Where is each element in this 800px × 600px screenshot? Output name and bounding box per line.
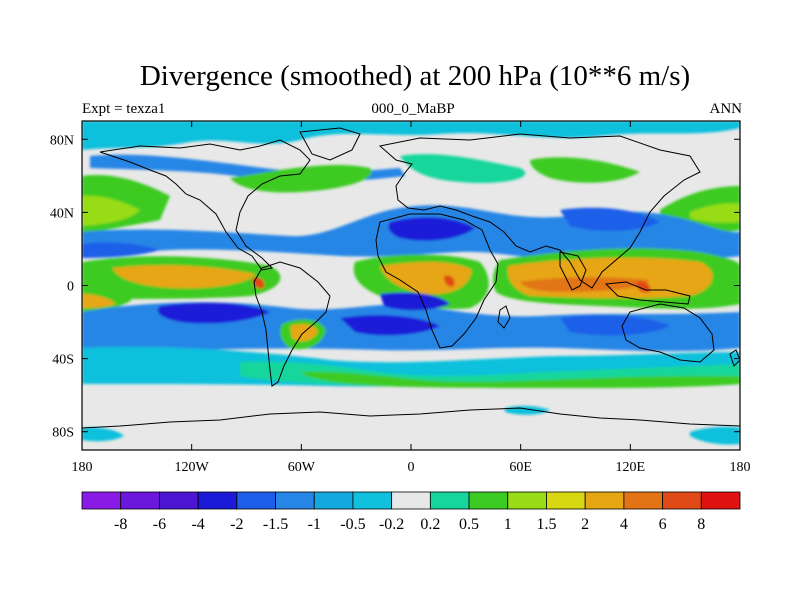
field-eq-red-africa bbox=[444, 275, 455, 287]
colorbar-swatch bbox=[546, 491, 586, 510]
colorbar-label: 2 bbox=[581, 516, 589, 533]
field-north-yellow-5 bbox=[690, 203, 740, 223]
field-eq-orange-west bbox=[112, 265, 255, 289]
coast-new-zealand bbox=[729, 349, 740, 367]
lon-tick-label: 0 bbox=[408, 460, 415, 475]
colorbar-label: 4 bbox=[620, 516, 628, 533]
experiment-label: Expt = texza1 bbox=[82, 101, 166, 117]
lon-tick-label: 120E bbox=[616, 460, 646, 475]
field-eq-orange-africa bbox=[380, 261, 472, 295]
field-south-deep-blue-1 bbox=[157, 302, 270, 324]
field-north-deep-blue-2 bbox=[560, 207, 660, 231]
map-plot-area bbox=[82, 121, 740, 450]
coast-antarctica bbox=[82, 407, 740, 429]
colorbar-swatch bbox=[391, 491, 431, 510]
field-north-deep-blue-3 bbox=[82, 242, 160, 258]
colorbar-swatch bbox=[429, 491, 470, 510]
colorbar-label: -0.2 bbox=[379, 516, 404, 533]
contour-fields bbox=[82, 121, 740, 445]
longitude-axis: 180 120W 60W 0 60E 120E 180 bbox=[72, 121, 751, 475]
lon-tick-label: 180 bbox=[730, 460, 751, 475]
colorbar-swatch bbox=[81, 491, 122, 510]
colorbar-label: -1 bbox=[308, 516, 321, 533]
coast-north-america bbox=[99, 139, 311, 271]
field-south-deep-blue-3 bbox=[340, 315, 440, 336]
coast-eurasia bbox=[378, 133, 701, 289]
colorbar-label: 0.2 bbox=[420, 516, 440, 533]
coast-australia bbox=[621, 303, 715, 363]
colorbar-label: 0.5 bbox=[459, 516, 479, 533]
lat-tick-label: 40N bbox=[50, 206, 74, 221]
coast-indonesia bbox=[604, 281, 691, 305]
field-south-polar-cyan-3 bbox=[82, 427, 124, 442]
season-label: ANN bbox=[709, 101, 743, 117]
field-south-polar-cyan-2 bbox=[690, 426, 740, 445]
colorbar-swatch bbox=[197, 491, 238, 510]
colorbar-label: -1.5 bbox=[263, 516, 288, 533]
field-south-deep-blue-2 bbox=[380, 292, 450, 311]
coast-madagascar bbox=[497, 305, 511, 329]
latitude-axis: 80N 40N 0 40S 80S bbox=[50, 133, 740, 441]
colorbar-swatch bbox=[275, 491, 315, 510]
lat-tick-label: 0 bbox=[67, 280, 74, 295]
colorbar-label: 1.5 bbox=[536, 516, 556, 533]
colorbar-label: -8 bbox=[114, 516, 127, 533]
coastlines bbox=[82, 127, 740, 429]
colorbar-swatch bbox=[507, 491, 547, 510]
colorbar-label: -0.5 bbox=[340, 516, 365, 533]
lon-tick-label: 180 bbox=[72, 460, 93, 475]
field-north-green-3 bbox=[400, 154, 526, 184]
colorbar-swatch bbox=[159, 491, 199, 510]
field-north-yellow-1 bbox=[82, 195, 140, 226]
colorbar-label: -2 bbox=[230, 516, 243, 533]
colorbar-label: 8 bbox=[697, 516, 705, 533]
colorbar-label: 6 bbox=[659, 516, 667, 533]
field-north-polar-cyan bbox=[82, 121, 740, 150]
field-north-deep-blue-1 bbox=[388, 217, 475, 241]
map-title: Divergence (smoothed) at 200 hPa (10**6 … bbox=[139, 60, 691, 92]
colorbar-label: -4 bbox=[191, 516, 204, 533]
colorbar-label: -6 bbox=[153, 516, 166, 533]
colorbar-swatch bbox=[468, 491, 509, 510]
colorbar-swatch bbox=[313, 491, 354, 510]
coast-africa bbox=[375, 213, 499, 349]
lon-tick-label: 120W bbox=[175, 460, 210, 475]
lon-tick-label: 60E bbox=[509, 460, 532, 475]
field-south-deep-blue-4 bbox=[560, 315, 670, 336]
colorbar-swatch bbox=[584, 491, 625, 510]
field-north-green-2 bbox=[230, 165, 372, 193]
time-label: 000_0_MaBP bbox=[371, 101, 455, 117]
coast-south-america bbox=[253, 261, 331, 387]
colorbar-swatch bbox=[700, 491, 741, 510]
field-south-orange-west bbox=[82, 294, 116, 308]
colorbar: -8 -6 -4 -2 -1.5 -1 -0.5 -0.2 0.2 0.5 1 1.5 2 4 6 8 bbox=[81, 491, 741, 533]
colorbar-label: 1 bbox=[504, 516, 512, 533]
field-north-green-4 bbox=[530, 157, 640, 183]
field-eq-red-east bbox=[520, 277, 650, 292]
colorbar-swatch bbox=[623, 491, 663, 510]
lat-tick-label: 80S bbox=[52, 426, 74, 441]
coast-india bbox=[559, 251, 587, 291]
colorbar-swatch bbox=[120, 491, 160, 510]
lat-tick-label: 40S bbox=[52, 353, 74, 368]
colorbar-swatch bbox=[352, 491, 393, 510]
coast-greenland bbox=[299, 127, 361, 161]
colorbar-swatch bbox=[236, 491, 276, 510]
colorbar-swatch bbox=[662, 491, 702, 510]
lon-tick-label: 60W bbox=[288, 460, 316, 475]
lat-tick-label: 80N bbox=[50, 133, 74, 148]
field-south-green-band-2 bbox=[300, 371, 740, 388]
